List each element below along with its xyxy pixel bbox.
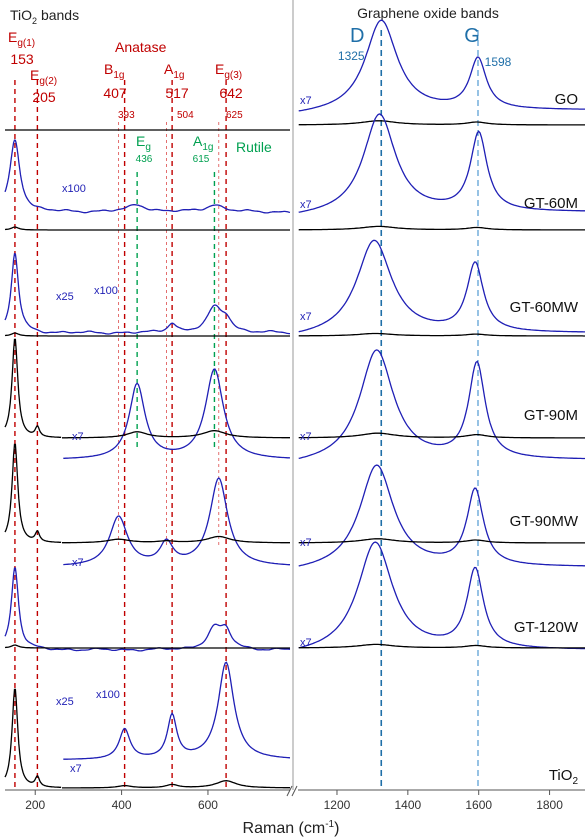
right-x-tick-label: 1800: [536, 798, 563, 812]
anatase-mode-value: 153: [10, 51, 34, 67]
right-black-trace: [298, 225, 585, 231]
right-blue-trace: [298, 349, 585, 460]
right-multiplier-label: x7: [300, 537, 312, 549]
right-black-trace: [298, 643, 585, 649]
band-label-d: D: [350, 25, 364, 47]
right-blue-trace: [298, 19, 585, 112]
sample-label: GT-120W: [514, 619, 579, 636]
sample-label: GT-90M: [524, 407, 578, 424]
spectrum-go: [5, 19, 585, 131]
right-panel-title: Graphene oxide bands: [357, 5, 499, 21]
rutile-label: Rutile: [236, 139, 272, 155]
sample-label: GO: [555, 91, 578, 108]
left-black-trace: [62, 430, 290, 439]
right-x-tick-label: 1400: [394, 798, 421, 812]
right-blue-trace: [298, 113, 585, 213]
anatase-mode-value: 517: [165, 85, 189, 101]
sample-label: GT-60MW: [510, 299, 579, 316]
left-blue-trace: [63, 477, 290, 566]
shifted-mode-value: 393: [118, 110, 135, 121]
right-multiplier-label: x7: [300, 199, 312, 211]
left-black-trace: [62, 535, 290, 544]
anatase-label: Anatase: [115, 39, 167, 55]
shifted-mode-value: 504: [177, 110, 194, 121]
left-blue-trace: [4, 139, 291, 214]
left-x-tick-label: 600: [198, 798, 218, 812]
left-multiplier-label: x7: [70, 763, 82, 775]
anatase-mode-label: Eg(1): [8, 29, 35, 49]
left-black-main-trace: [4, 338, 62, 438]
left-black-main-trace: [4, 688, 62, 788]
left-multiplier-label: x100: [94, 285, 118, 297]
anatase-mode-label: B1g: [104, 61, 124, 81]
band-label-g: G: [464, 25, 480, 47]
band-value-g: 1598: [485, 55, 512, 69]
anatase-mode-label: A1g: [164, 61, 184, 81]
axis-break-mark: [286, 785, 298, 797]
rutile-mode-value: 436: [136, 154, 153, 165]
spectrum-gt-60mw: [4, 239, 585, 337]
left-black-trace: [4, 644, 290, 649]
left-multiplier-label: x7: [72, 557, 84, 569]
left-panel: TiO2 bands Anatase Rutile: [10, 7, 272, 155]
axes-layer: 200 400 600 1200 1400 1600 1800: [5, 0, 585, 812]
left-multiplier-label: x25: [56, 696, 74, 708]
band-value-d: 1325: [338, 49, 365, 63]
right-black-trace: [298, 120, 585, 126]
left-panel-title: TiO2 bands: [10, 7, 79, 26]
left-multiplier-label: x100: [62, 183, 86, 195]
x-axis-title: Raman (cm-1): [243, 819, 340, 837]
shifted-mode-value: 625: [226, 110, 243, 121]
right-multiplier-label: x7: [300, 311, 312, 323]
rutile-mode-label: Eg: [136, 133, 151, 153]
left-blue-trace: [4, 567, 291, 652]
spectrum-tio2: [4, 661, 291, 789]
right-panel: Graphene oxide bands: [357, 5, 499, 21]
left-blue-trace: [4, 253, 290, 335]
left-black-trace: [62, 780, 290, 789]
sample-label: GT-60M: [524, 195, 578, 212]
spectrum-gt-60m: [4, 113, 585, 231]
right-blue-trace: [298, 541, 585, 650]
rutile-mode-label: A1g: [193, 133, 213, 153]
left-black-trace: [4, 226, 290, 231]
sample-label: GT-90MW: [510, 513, 579, 530]
left-multiplier-label: x100: [96, 689, 120, 701]
left-black-main-trace: [4, 443, 62, 543]
left-multiplier-label: x7: [72, 431, 84, 443]
left-multiplier-label: x25: [56, 291, 74, 303]
left-blue-trace: [63, 368, 291, 459]
left-x-tick-label: 200: [25, 798, 45, 812]
spectra-layer: [4, 19, 585, 789]
left-black-trace: [4, 332, 290, 337]
right-multiplier-label: x7: [300, 431, 312, 443]
right-x-tick-label: 1600: [465, 798, 492, 812]
rutile-mode-value: 615: [193, 154, 210, 165]
anatase-mode-value: 205: [32, 89, 56, 105]
left-blue-trace: [63, 661, 291, 760]
sample-label: TiO2: [549, 767, 579, 787]
left-x-tick-label: 400: [112, 798, 132, 812]
right-blue-trace: [298, 464, 585, 567]
anatase-mode-label: Eg(3): [215, 61, 242, 81]
anatase-mode-value: 642: [219, 85, 243, 101]
right-blue-trace: [298, 239, 585, 333]
right-multiplier-label: x7: [300, 637, 312, 649]
right-black-trace: [298, 432, 585, 439]
right-black-trace: [298, 538, 585, 544]
spectrum-gt-90m: [4, 338, 585, 460]
anatase-mode-label: Eg(2): [30, 67, 57, 87]
anatase-mode-value: 407: [103, 85, 127, 101]
spectrum-gt-90mw: [4, 443, 585, 567]
reference-lines-layer: [14, 30, 479, 790]
spectrum-gt-120w: [4, 541, 585, 652]
right-black-trace: [298, 332, 585, 337]
right-multiplier-label: x7: [300, 95, 312, 107]
right-x-tick-label: 1200: [324, 798, 351, 812]
